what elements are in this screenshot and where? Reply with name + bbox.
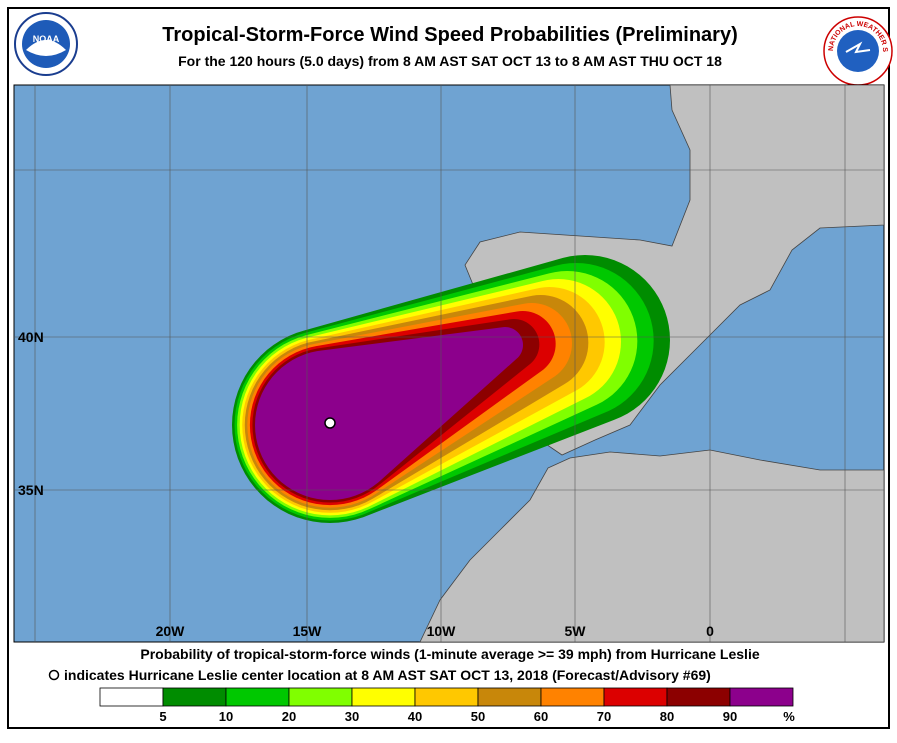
- lon-label: 0: [706, 623, 714, 639]
- footer-line2: indicates Hurricane Leslie center locati…: [64, 667, 711, 683]
- graticule: [14, 85, 884, 642]
- legend-swatch: [414, 687, 479, 707]
- legend-swatch: [351, 687, 416, 707]
- footer-line1: Probability of tropical-storm-force wind…: [140, 646, 759, 662]
- legend-swatch: [162, 687, 227, 707]
- legend-swatch: [288, 687, 353, 707]
- legend-swatch: [99, 687, 164, 707]
- africa-land: [419, 449, 884, 642]
- storm-center: [324, 417, 336, 429]
- title: Tropical-Storm-Force Wind Speed Probabil…: [162, 24, 738, 46]
- legend-label: 40: [408, 709, 422, 724]
- legend: 5 10 20 30 40 50 60 70 80 90%: [99, 687, 795, 724]
- legend-label: 60: [534, 709, 548, 724]
- noaa-text: NOAA: [33, 34, 60, 44]
- legend-label: 20: [282, 709, 296, 724]
- lon-label: 20W: [156, 623, 186, 639]
- probability-swath: [232, 255, 670, 523]
- subtitle: For the 120 hours (5.0 days) from 8 AM A…: [178, 53, 722, 69]
- legend-swatch: [666, 687, 731, 707]
- legend-swatch: [540, 687, 605, 707]
- lon-label: 15W: [293, 623, 323, 639]
- legend-label: 80: [660, 709, 674, 724]
- legend-swatch: [477, 687, 542, 707]
- legend-label: 50: [471, 709, 485, 724]
- legend-label: 70: [597, 709, 611, 724]
- legend-swatch: [225, 687, 290, 707]
- legend-swatch: [603, 687, 668, 707]
- legend-unit: %: [783, 709, 795, 724]
- legend-label: 30: [345, 709, 359, 724]
- lon-label: 10W: [427, 623, 457, 639]
- map: [14, 85, 884, 642]
- legend-label: 10: [219, 709, 233, 724]
- noaa-logo: NOAA: [14, 12, 78, 76]
- legend-swatch: [729, 687, 794, 707]
- legend-label: 5: [159, 709, 166, 724]
- legend-label: 90: [723, 709, 737, 724]
- map-labels: 40N 35N 20W 15W 10W 5W 0: [18, 329, 714, 639]
- probability-band: [255, 327, 523, 500]
- lat-label: 35N: [18, 482, 44, 498]
- center-symbol: [48, 669, 60, 681]
- lon-label: 5W: [565, 623, 587, 639]
- lat-label: 40N: [18, 329, 44, 345]
